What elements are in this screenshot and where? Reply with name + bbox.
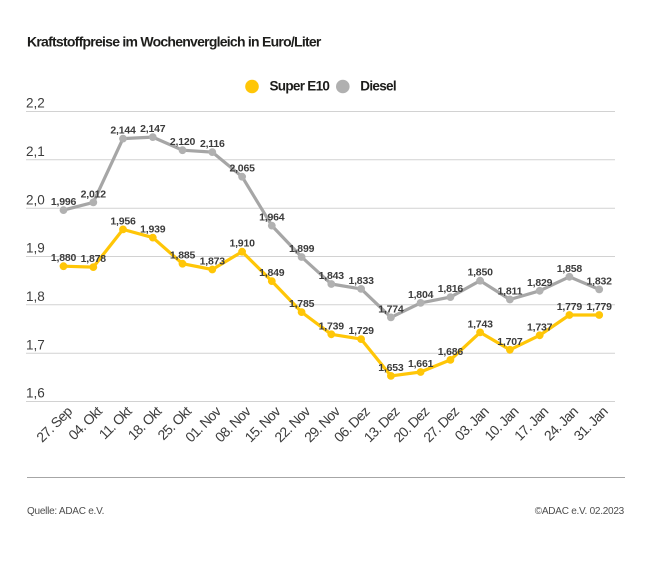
svg-text:2,2: 2,2 xyxy=(26,96,45,111)
svg-text:1,707: 1,707 xyxy=(497,336,523,348)
svg-text:1,849: 1,849 xyxy=(259,267,285,279)
svg-text:©ADAC e.V. 02.2023: ©ADAC e.V. 02.2023 xyxy=(535,506,625,517)
svg-text:1,885: 1,885 xyxy=(170,250,196,262)
svg-text:1,996: 1,996 xyxy=(51,196,77,208)
svg-text:1,964: 1,964 xyxy=(259,212,285,224)
svg-text:1,939: 1,939 xyxy=(140,224,166,236)
svg-text:1,8: 1,8 xyxy=(26,289,45,304)
svg-text:1,729: 1,729 xyxy=(348,325,374,337)
svg-text:1,850: 1,850 xyxy=(467,267,493,279)
svg-text:2,1: 2,1 xyxy=(26,144,45,159)
svg-text:1,779: 1,779 xyxy=(557,301,583,313)
svg-text:1,737: 1,737 xyxy=(527,321,553,333)
svg-text:2,065: 2,065 xyxy=(229,163,255,175)
svg-text:2,012: 2,012 xyxy=(81,188,107,200)
svg-text:1,686: 1,686 xyxy=(438,346,464,358)
svg-text:2,0: 2,0 xyxy=(26,192,45,207)
svg-text:2,147: 2,147 xyxy=(140,123,166,135)
svg-text:1,785: 1,785 xyxy=(289,298,315,310)
svg-text:1,811: 1,811 xyxy=(498,286,523,298)
svg-text:2,120: 2,120 xyxy=(170,136,196,148)
svg-text:1,743: 1,743 xyxy=(467,318,493,330)
svg-text:1,739: 1,739 xyxy=(319,320,345,332)
svg-text:1,833: 1,833 xyxy=(348,275,374,287)
svg-text:Diesel: Diesel xyxy=(360,79,396,94)
svg-text:1,880: 1,880 xyxy=(51,252,77,264)
svg-text:1,804: 1,804 xyxy=(408,289,434,301)
svg-text:1,878: 1,878 xyxy=(81,253,107,265)
svg-text:Quelle: ADAC e.V.: Quelle: ADAC e.V. xyxy=(27,506,104,517)
svg-text:1,779: 1,779 xyxy=(587,301,613,313)
svg-text:1,843: 1,843 xyxy=(319,270,345,282)
svg-text:1,653: 1,653 xyxy=(378,362,404,374)
svg-text:1,829: 1,829 xyxy=(527,277,553,289)
svg-text:2,116: 2,116 xyxy=(200,138,225,150)
svg-text:1,858: 1,858 xyxy=(557,263,583,275)
svg-text:1,816: 1,816 xyxy=(438,283,464,295)
svg-text:1,774: 1,774 xyxy=(378,303,404,315)
svg-text:1,6: 1,6 xyxy=(26,386,45,401)
svg-text:1,832: 1,832 xyxy=(587,275,613,287)
svg-text:1,873: 1,873 xyxy=(200,256,226,268)
svg-text:Super E10: Super E10 xyxy=(270,79,330,94)
svg-text:1,661: 1,661 xyxy=(408,358,434,370)
svg-text:1,956: 1,956 xyxy=(110,215,136,227)
svg-text:Kraftstoffpreise im Wochenverg: Kraftstoffpreise im Wochenvergleich in E… xyxy=(27,34,322,50)
svg-text:1,9: 1,9 xyxy=(26,241,45,256)
svg-text:2,144: 2,144 xyxy=(110,125,136,137)
svg-text:1,7: 1,7 xyxy=(26,337,45,352)
svg-text:1,899: 1,899 xyxy=(289,243,315,255)
svg-text:1,910: 1,910 xyxy=(229,238,255,250)
